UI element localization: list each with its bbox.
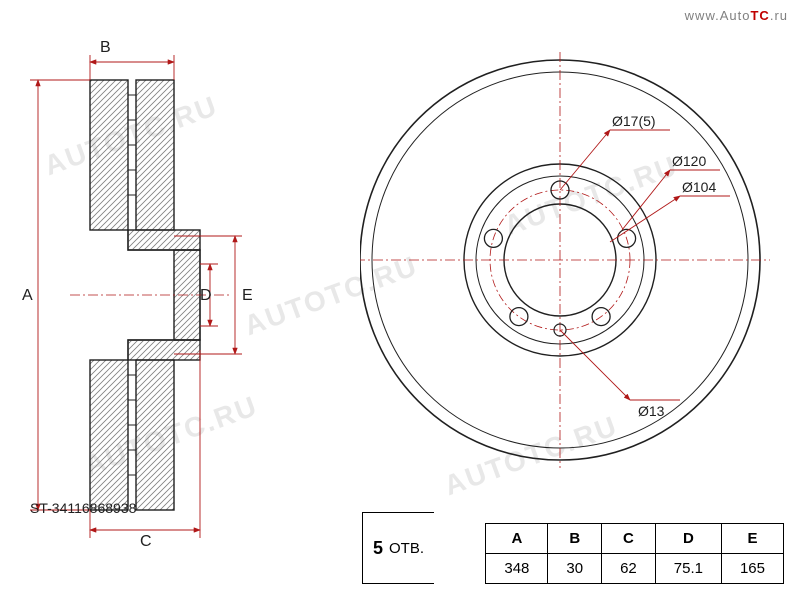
svg-text:B: B: [100, 40, 111, 56]
side-view-drawing: A B C D E: [0, 40, 330, 560]
front-view-drawing: Ø17(5) Ø120 Ø104 Ø13: [360, 30, 800, 490]
holes-unit: ОТВ.: [389, 540, 424, 557]
holes-count-value: 5: [373, 538, 383, 559]
col-header: E: [721, 524, 783, 554]
svg-text:D: D: [200, 287, 212, 304]
col-header: B: [548, 524, 602, 554]
dim-value: 30: [548, 554, 602, 584]
part-number-label: ST-34116868938: [30, 500, 136, 516]
dim-value: 62: [602, 554, 656, 584]
svg-text:Ø120: Ø120: [672, 153, 706, 169]
dim-value: 75.1: [655, 554, 721, 584]
svg-text:C: C: [140, 533, 152, 550]
col-header: C: [602, 524, 656, 554]
svg-text:E: E: [242, 287, 253, 304]
svg-text:Ø104: Ø104: [682, 179, 716, 195]
holes-count-label: 5 ОТВ.: [362, 512, 434, 584]
svg-text:A: A: [22, 287, 33, 304]
dim-value: 165: [721, 554, 783, 584]
col-header: D: [655, 524, 721, 554]
svg-text:Ø13: Ø13: [638, 403, 665, 419]
col-header: A: [486, 524, 548, 554]
dim-value: 348: [486, 554, 548, 584]
svg-text:Ø17(5): Ø17(5): [612, 113, 656, 129]
dimensions-table: A B C D E 348 30 62 75.1 165: [485, 523, 784, 584]
site-logo: www.AutoTC.ru: [685, 8, 788, 23]
